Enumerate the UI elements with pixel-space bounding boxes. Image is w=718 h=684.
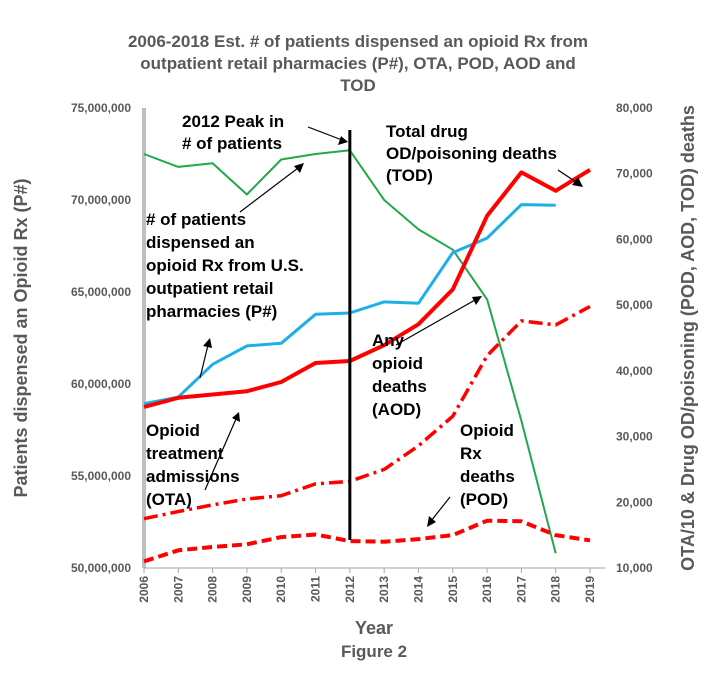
arrow-peak	[307, 126, 343, 141]
right-tick-label: 10,000	[616, 561, 653, 575]
right-tick-label: 70,000	[616, 167, 653, 181]
arrowhead-peak	[338, 136, 348, 145]
annotation-patients-line-5: pharmacies (P#)	[146, 302, 277, 321]
annotation-patients: # of patients dispensed an opioid Rx fro…	[146, 210, 304, 321]
annotation-aod-line-1: Any	[372, 331, 405, 350]
arrowhead-tod	[572, 177, 583, 187]
left-tick-label: 70,000,000	[71, 193, 131, 207]
annotation-ota-line-2: treatment	[146, 444, 224, 463]
annotation-peak-line-2: # of patients	[182, 134, 282, 153]
x-tick-label: 2006	[137, 576, 151, 603]
right-tick-label: 60,000	[616, 232, 653, 246]
arrow-blue	[199, 344, 209, 379]
annotation-patients-line-4: outpatient retail	[146, 279, 274, 298]
annotation-peak-line-1: 2012 Peak in	[182, 112, 284, 131]
x-tick-label: 2008	[206, 576, 220, 603]
annotation-aod-line-2: opioid	[372, 354, 423, 373]
x-tick-label: 2018	[549, 576, 563, 603]
x-tick-label: 2011	[309, 576, 323, 602]
annotation-ota-line-3: admissions	[146, 467, 240, 486]
series-line-2	[143, 168, 592, 409]
annotation-peak: 2012 Peak in # of patients	[182, 112, 284, 153]
x-tick-label: 2017	[514, 576, 528, 603]
arrowhead-ota	[232, 412, 240, 422]
series-line-3	[143, 304, 591, 521]
arrowhead-aod	[472, 296, 482, 305]
annotation-tod: Total drug OD/poisoning deaths (TOD)	[386, 122, 557, 185]
left-tick-label: 65,000,000	[71, 285, 131, 299]
right-axis-ticks: 10,000 20,000 30,000 40,000 50,000 60,000 70,0…	[616, 101, 653, 575]
annotation-pod-line-2: Rx	[460, 444, 482, 463]
chart-title-line-3: TOD	[340, 76, 376, 95]
annotation-ota: Opioid treatment admissions (OTA)	[146, 421, 240, 509]
y-axis-title-right: OTA/10 & Drug OD/poisoning (POD, AOD, TO…	[678, 105, 698, 571]
annotation-aod: Any opioid deaths (AOD)	[372, 331, 427, 419]
annotation-pod: Opioid Rx deaths (POD)	[460, 421, 515, 509]
annotation-patients-line-3: opioid Rx from U.S.	[146, 256, 304, 275]
series-line-4	[143, 518, 591, 564]
annotation-pod-line-4: (POD)	[460, 490, 508, 509]
chart-title-line-2: outpatient retail pharmacies (P#), OTA, …	[140, 54, 575, 73]
arrowhead-patients	[294, 163, 304, 173]
annotation-tod-line-1: Total drug	[386, 122, 468, 141]
x-axis-title: Year	[355, 618, 393, 638]
arrow-tod	[557, 169, 577, 183]
x-tick-label: 2007	[171, 576, 185, 603]
x-tick-label: 2013	[377, 576, 391, 603]
annotation-pod-line-1: Opioid	[460, 421, 514, 440]
annotation-pod-line-3: deaths	[460, 467, 515, 486]
x-tick-label: 2019	[583, 576, 597, 603]
left-tick-label: 75,000,000	[71, 101, 131, 115]
annotation-patients-line-2: dispensed an	[146, 233, 255, 252]
annotation-aod-line-3: deaths	[372, 377, 427, 396]
right-tick-label: 20,000	[616, 495, 653, 509]
annotation-ota-line-4: (OTA)	[146, 490, 192, 509]
x-axis-ticks: 2006 2007 2008 2009 2010 2011 2012 2013 2014 2015…	[137, 568, 597, 603]
x-tick-label: 2014	[411, 576, 425, 603]
annotation-tod-line-3: (TOD)	[386, 166, 433, 185]
arrow-aod	[395, 299, 476, 346]
annotation-patients-line-1: # of patients	[146, 210, 246, 229]
right-tick-label: 40,000	[616, 364, 653, 378]
left-tick-label: 55,000,000	[71, 469, 131, 483]
y-axis-title-left: Patients dispensed an Opioid Rx (P#)	[11, 178, 31, 497]
chart-title-line-1: 2006-2018 Est. # of patients dispensed a…	[128, 32, 588, 51]
x-tick-label: 2016	[480, 576, 494, 603]
right-tick-label: 80,000	[616, 101, 653, 115]
arrowhead-pod	[427, 516, 436, 527]
x-tick-label: 2015	[446, 576, 460, 603]
annotation-ota-line-1: Opioid	[146, 421, 200, 440]
right-tick-label: 30,000	[616, 430, 653, 444]
arrowhead-blue	[203, 338, 212, 348]
annotation-tod-line-2: OD/poisoning deaths	[386, 144, 557, 163]
figure-caption: Figure 2	[341, 642, 407, 661]
right-tick-label: 50,000	[616, 298, 653, 312]
left-tick-label: 50,000,000	[71, 561, 131, 575]
x-tick-label: 2010	[274, 576, 288, 603]
left-tick-label: 60,000,000	[71, 377, 131, 391]
left-axis-ticks: 50,000,000 55,000,000 60,000,000 65,000,000…	[71, 101, 131, 575]
annotation-arrowheads	[203, 136, 583, 527]
arrow-patients	[239, 167, 299, 213]
x-tick-label: 2009	[240, 576, 254, 603]
annotation-aod-line-4: (AOD)	[372, 400, 421, 419]
arrow-ota	[204, 418, 237, 491]
annotation-arrows	[199, 126, 577, 522]
arrow-pod	[430, 496, 451, 522]
x-tick-label: 2012	[343, 576, 357, 603]
